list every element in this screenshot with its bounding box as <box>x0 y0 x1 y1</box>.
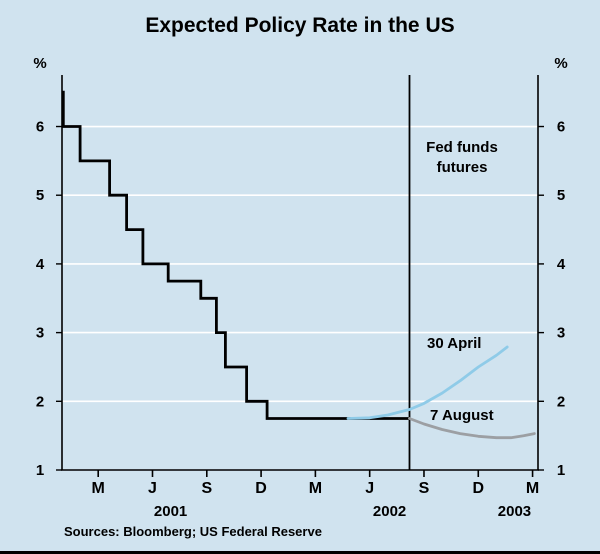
x-year-label: 2003 <box>498 503 531 520</box>
series-7-august <box>408 417 536 440</box>
y-tick-label-right: 6 <box>557 119 565 136</box>
x-year-label: 2001 <box>154 503 187 520</box>
chart-title: Expected Policy Rate in the US <box>145 14 455 37</box>
x-tick-label: J <box>365 480 374 497</box>
annotation-7-august: 7 August <box>430 407 494 424</box>
series-policy-rate <box>61 90 410 420</box>
y-tick-label-right: 3 <box>557 325 565 342</box>
y-tick-label-left: 2 <box>36 393 44 410</box>
x-tick-label: S <box>201 480 212 497</box>
y-tick-label-left: 1 <box>36 462 44 479</box>
annotation-fed-funds-futures: Fed funds futures <box>426 139 498 177</box>
y-axis-unit-right: % <box>554 55 567 72</box>
series-30-april <box>346 345 509 420</box>
y-tick-label-right: 4 <box>557 256 566 273</box>
x-tick-label: D <box>472 480 484 497</box>
x-tick-label: D <box>255 480 267 497</box>
sources-note: Sources: Bloomberg; US Federal Reserve <box>64 524 322 539</box>
y-tick-label-right: 5 <box>557 187 565 204</box>
bottom-rule <box>0 551 600 554</box>
x-tick-label: M <box>92 480 105 497</box>
x-tick-label: M <box>309 480 322 497</box>
y-tick-label-left: 5 <box>36 187 44 204</box>
y-tick-label-left: 6 <box>36 119 44 136</box>
y-tick-label-right: 1 <box>557 462 565 479</box>
x-tick-label: M <box>526 480 539 497</box>
x-tick-label: J <box>148 480 157 497</box>
x-tick-label: S <box>419 480 430 497</box>
y-tick-label-left: 4 <box>36 256 45 273</box>
y-tick-label-left: 3 <box>36 325 44 342</box>
annotation-30-april: 30 April <box>427 335 482 352</box>
x-year-label: 2002 <box>373 503 406 520</box>
y-tick-label-right: 2 <box>557 393 565 410</box>
y-axis-unit-left: % <box>33 55 46 72</box>
